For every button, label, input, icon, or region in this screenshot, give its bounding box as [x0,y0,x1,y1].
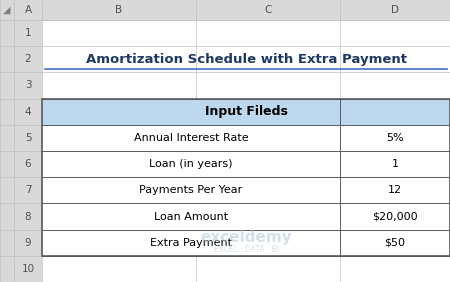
Bar [42,151,450,177]
Text: ◢: ◢ [3,5,11,15]
Text: EXCEL · DATA · BI: EXCEL · DATA · BI [213,245,279,254]
Text: 5%: 5% [386,133,404,143]
Text: Annual Interest Rate: Annual Interest Rate [134,133,248,143]
Text: 10: 10 [22,264,35,274]
Text: B: B [116,5,122,15]
Bar [42,203,450,230]
Text: 2: 2 [25,54,32,64]
Bar [42,230,450,256]
Text: Loan (in years): Loan (in years) [149,159,233,169]
Text: 6: 6 [25,159,32,169]
Text: 1: 1 [392,159,399,169]
Text: 4: 4 [25,107,32,117]
Text: Input Fileds: Input Fileds [205,105,288,118]
Bar [14,0,42,20]
Text: 1: 1 [25,28,32,38]
Text: 8: 8 [25,212,32,221]
Text: exceldemy: exceldemy [200,230,292,245]
Bar [14,20,42,282]
Text: 3: 3 [25,80,32,91]
Text: A: A [24,5,32,15]
Bar [42,99,450,256]
Bar [0,0,450,20]
Text: D: D [391,5,399,15]
Bar [42,125,450,151]
Text: $50: $50 [384,238,405,248]
Text: C: C [264,5,272,15]
Text: Payments Per Year: Payments Per Year [140,185,243,195]
Text: Loan Amount: Loan Amount [154,212,228,221]
Text: 5: 5 [25,133,32,143]
Text: 9: 9 [25,238,32,248]
Text: Extra Payment: Extra Payment [150,238,232,248]
Text: $20,000: $20,000 [372,212,418,221]
Bar [42,99,450,125]
Bar [42,177,450,203]
Text: 12: 12 [388,185,402,195]
Text: 7: 7 [25,185,32,195]
Text: Amortization Schedule with Extra Payment: Amortization Schedule with Extra Payment [86,53,406,66]
Bar [0,0,14,282]
